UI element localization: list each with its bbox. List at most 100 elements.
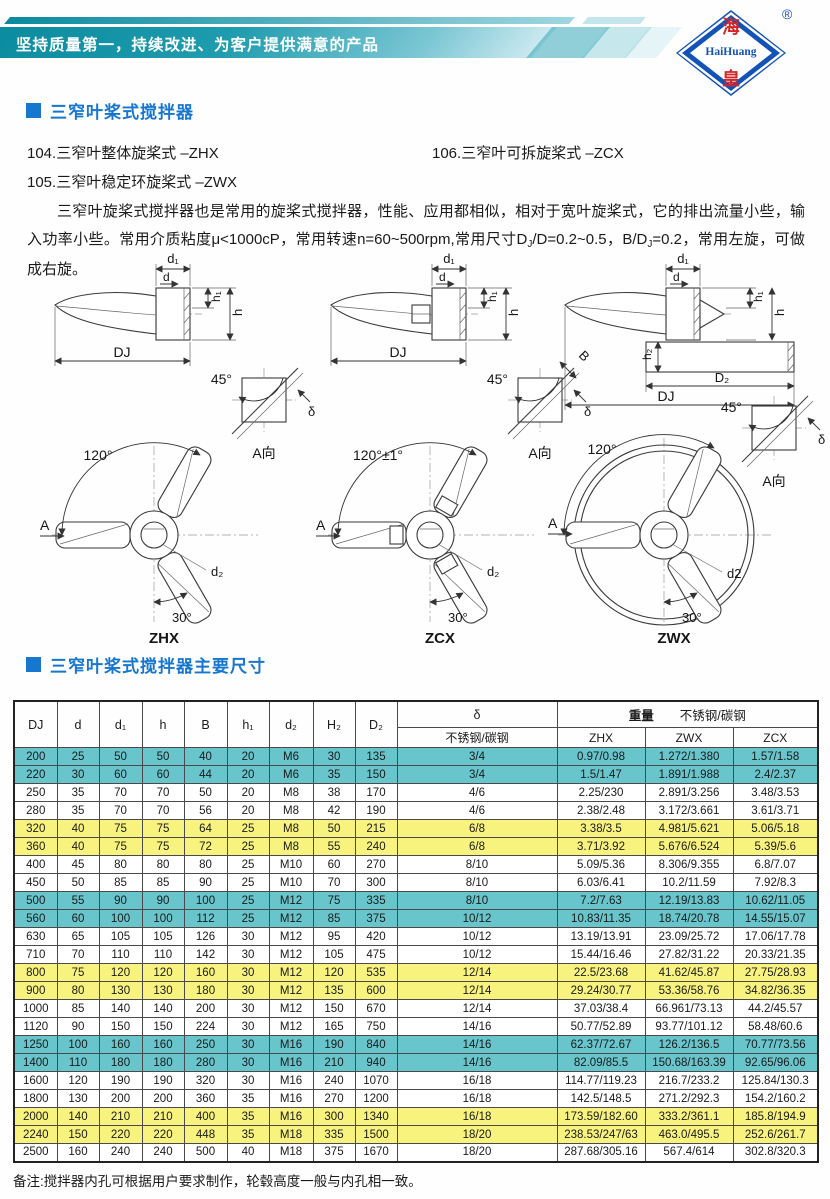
table-cell: 125.84/130.3 [732, 1071, 819, 1090]
table-cell: 220 [13, 765, 58, 784]
col-header-d2: d₂ [268, 700, 314, 748]
model-name-zwx: ZWX [657, 630, 690, 647]
table-cell: 10.83/11.35 [556, 909, 646, 928]
zwx-side-view: d₁ d h₁ h h₂ D₂ DJ [564, 251, 795, 410]
table-row: 250 35 70 70 50 20 M8 38 170 4/6 2.25/230 2.891/3.2… [13, 783, 819, 802]
table-cell: 4/6 [396, 783, 558, 802]
table-cell: 25 [56, 747, 100, 766]
table-body: 200 25 50 50 40 20 M6 30 135 3/4 0.97/0.98 1.272/1.… [13, 747, 819, 1162]
col-subheader-zhx: ZHX [556, 727, 646, 748]
table-row: 1800 130 200 200 360 35 M16 270 1200 16/18 142.5/1… [13, 1089, 819, 1108]
table-cell: 110 [98, 945, 143, 964]
section-title-mixer: 三窄叶桨式搅拌器 [26, 98, 194, 123]
table-cell: 85 [312, 909, 356, 928]
table-cell: 3.48/3.53 [732, 783, 819, 802]
table-cell: M12 [268, 945, 314, 964]
table-cell: 300 [312, 1107, 356, 1126]
table-cell: M12 [268, 981, 314, 1000]
table-cell: 280 [13, 801, 58, 820]
table-cell: 375 [354, 909, 398, 928]
table-cell: 70 [141, 801, 185, 820]
table-cell: 2240 [13, 1125, 58, 1144]
dimensions-table: DJ d d₁ h B h₁ d₂ H₂ D₂ δ 重量 不锈钢/碳钢 不锈钢/碳… [13, 700, 819, 1163]
col-header-weight-group: 重量 不锈钢/碳钢 [556, 700, 819, 728]
table-cell: 14/16 [396, 1035, 558, 1054]
table-cell: 160 [56, 1143, 100, 1162]
dim-label-h: h [506, 309, 521, 316]
table-cell: 200 [141, 1089, 185, 1108]
table-cell: 60 [312, 855, 356, 874]
detail-view-label: A向 [762, 473, 785, 489]
table-cell: 10.2/11.59 [644, 873, 734, 892]
table-cell: 130 [98, 981, 143, 1000]
table-cell: 5.06/5.18 [732, 819, 819, 838]
table-cell: 1340 [354, 1107, 398, 1126]
table-cell: 240 [354, 837, 398, 856]
table-cell: 1120 [13, 1017, 58, 1036]
table-cell: 1800 [13, 1089, 58, 1108]
front-tilt-label: 30° [448, 610, 468, 625]
table-cell: 360 [183, 1089, 228, 1108]
table-cell: 30 [226, 1035, 270, 1054]
table-cell: 45 [56, 855, 100, 874]
model-name-zcx: ZCX [425, 630, 455, 647]
table-cell: 140 [98, 999, 143, 1018]
table-cell: 80 [183, 855, 228, 874]
table-cell: M6 [268, 747, 314, 766]
table-cell: 20 [226, 747, 270, 766]
table-cell: M12 [268, 1017, 314, 1036]
table-cell: 130 [141, 981, 185, 1000]
table-cell: 114.77/119.23 [556, 1071, 646, 1090]
table-cell: 4/6 [396, 801, 558, 820]
detail-delta-label: δ [818, 432, 825, 447]
table-cell: 1670 [354, 1143, 398, 1162]
registered-trademark-icon: ® [782, 6, 793, 22]
model-item-106: 106.三窄叶可拆旋桨式 –ZCX [432, 145, 624, 162]
table-cell: M8 [268, 801, 314, 820]
table-cell: M12 [268, 891, 314, 910]
table-cell: 224 [183, 1017, 228, 1036]
description-paragraph: 三窄叶旋桨式搅拌器也是常用的旋桨式搅拌器，性能、应用都相似，相对于宽叶旋桨式，它… [27, 198, 805, 284]
table-cell: 154.2/160.2 [732, 1089, 819, 1108]
table-cell: 180 [183, 981, 228, 1000]
table-row: 1600 120 190 190 320 30 M16 240 1070 16/18 114.77/… [13, 1071, 819, 1090]
table-cell: 27.75/28.93 [732, 963, 819, 982]
table-cell: 250 [13, 783, 58, 802]
table-cell: M8 [268, 837, 314, 856]
view-arrow-label: A [316, 517, 326, 533]
table-cell: 320 [183, 1071, 228, 1090]
table-row: 2500 160 240 240 500 40 M18 375 1670 18/20 287.68/… [13, 1143, 819, 1162]
table-cell: 567.4/614 [644, 1143, 734, 1162]
detail-angle-label: 45° [211, 371, 232, 387]
table-cell: 20 [226, 783, 270, 802]
table-cell: M16 [268, 1035, 314, 1054]
table-cell: 160 [141, 1035, 185, 1054]
table-cell: 100 [183, 891, 228, 910]
table-cell: 3.38/3.5 [556, 819, 646, 838]
col-header-d: d [56, 700, 100, 748]
table-cell: 1000 [13, 999, 58, 1018]
table-row: 500 55 90 90 100 25 M12 75 335 8/10 7.2/7.63 12.19/… [13, 891, 819, 910]
table-cell: 250 [183, 1035, 228, 1054]
zcx-front-view: 120°±1° A d₂ 30° ZCX [316, 442, 534, 647]
table-cell: 75 [56, 963, 100, 982]
table-cell: M16 [268, 1071, 314, 1090]
table-row: 630 65 105 105 126 30 M12 95 420 10/12 13.19/13.91… [13, 927, 819, 946]
col-header-h1: h₁ [226, 700, 270, 748]
dim-label-dj: DJ [657, 388, 674, 404]
col-subheader-zcx: ZCX [732, 727, 819, 748]
table-cell: 22.5/23.68 [556, 963, 646, 982]
front-tilt-label: 30° [172, 610, 192, 625]
table-cell: 105 [312, 945, 356, 964]
logo-char-bottom: 皇 [722, 69, 740, 89]
front-arc-label: 120° [84, 447, 113, 463]
table-cell: 75 [312, 891, 356, 910]
table-cell: 271.2/292.3 [644, 1089, 734, 1108]
table-cell: 35 [226, 1125, 270, 1144]
table-cell: 30 [226, 1017, 270, 1036]
table-cell: 18/20 [396, 1143, 558, 1162]
table-cell: M8 [268, 783, 314, 802]
table-row: 1250 100 160 160 250 30 M16 190 840 14/16 62.37/72… [13, 1035, 819, 1054]
table-cell: 3.71/3.92 [556, 837, 646, 856]
